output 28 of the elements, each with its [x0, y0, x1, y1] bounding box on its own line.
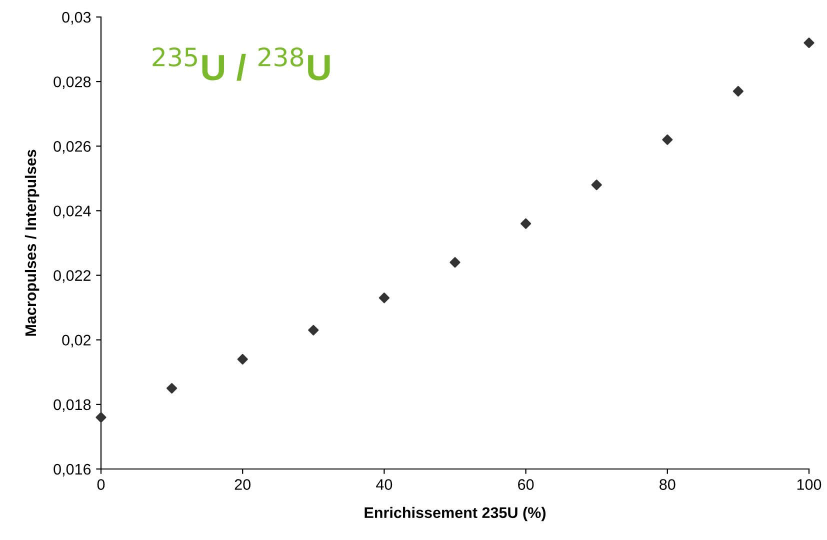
- x-tick-label: 0: [97, 479, 105, 490]
- point: [591, 180, 602, 190]
- point: [378, 292, 390, 304]
- y-tick-label: 0,026: [54, 141, 91, 154]
- point: [166, 382, 178, 394]
- x-tick-label: 60: [518, 479, 534, 490]
- y-tick-label: 0,02: [62, 334, 91, 348]
- annotation: $^{235}$U / $^{238}$U: [152, 47, 330, 81]
- point: [237, 354, 248, 365]
- y-tick-label: 0,022: [54, 270, 91, 283]
- y-tick-label: 0,016: [54, 464, 91, 476]
- point: [804, 38, 814, 48]
- x-tick-label: 20: [234, 479, 250, 490]
- y-tick-label: 0,018: [54, 399, 91, 412]
- y-tick-label: 0,028: [54, 76, 91, 90]
- y-tick-label: 0,024: [54, 206, 91, 218]
- x-tick-label: 100: [797, 479, 822, 490]
- x-axis-title: Enrichissement 235U (%): [364, 506, 546, 522]
- y-axis-title: Macropulses / Interpulses: [24, 150, 40, 336]
- x-tick-label: 40: [376, 479, 392, 490]
- y-tick-label: 0,03: [62, 12, 91, 24]
- point: [732, 86, 744, 97]
- point: [450, 257, 460, 268]
- point: [662, 134, 673, 145]
- point: [520, 218, 532, 229]
- point: [308, 324, 319, 336]
- x-tick-label: 80: [660, 479, 676, 490]
- point: [96, 412, 106, 423]
